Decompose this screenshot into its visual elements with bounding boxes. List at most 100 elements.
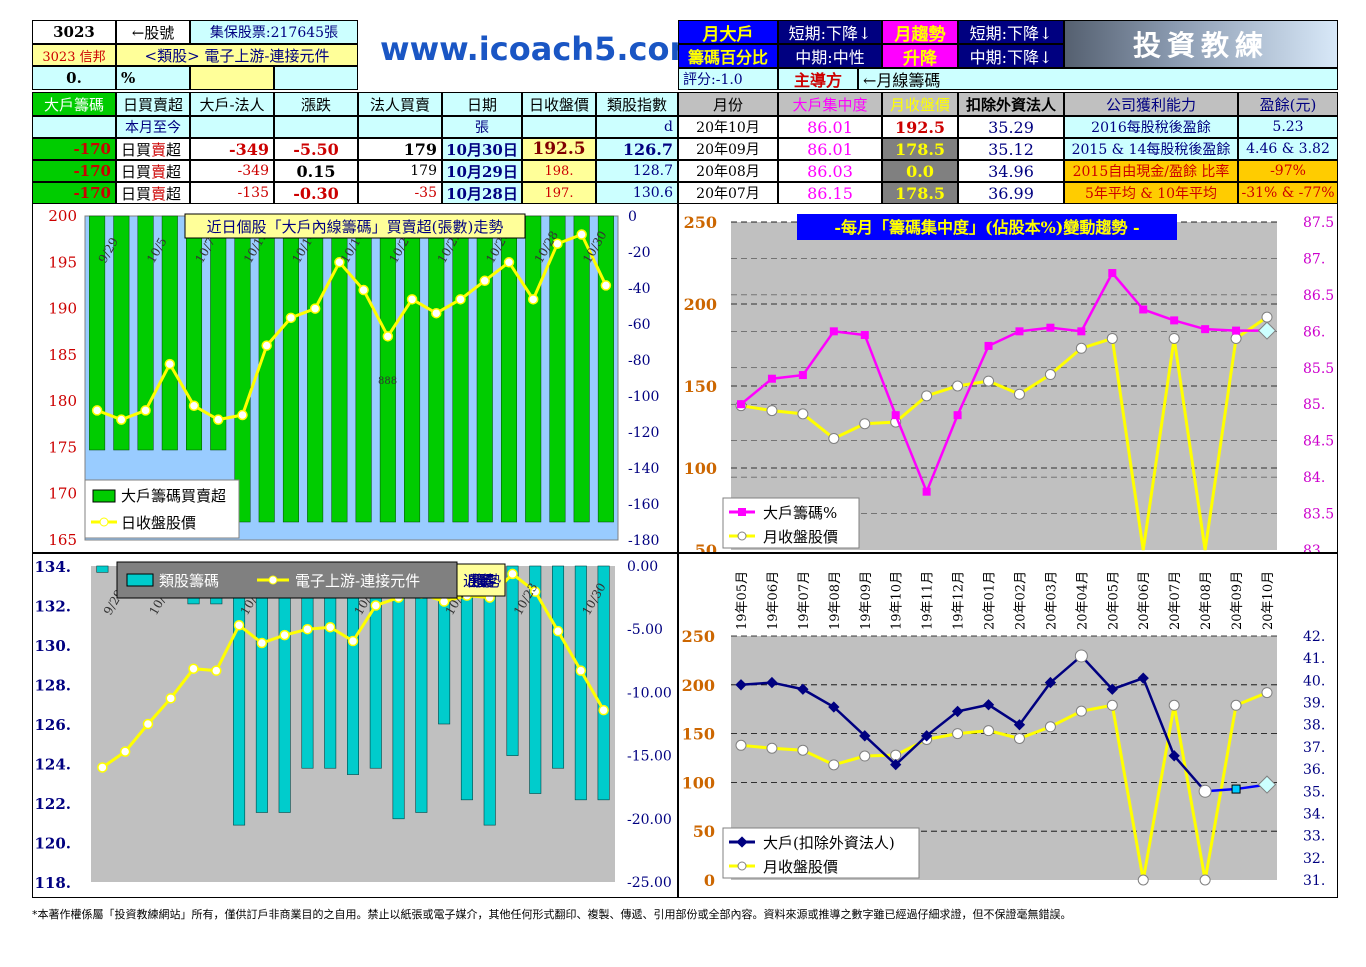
change-value: 0.15: [274, 160, 358, 182]
bar-big-holder: [307, 215, 324, 523]
subheader-cell: [32, 116, 116, 138]
bar-sector-chip: [415, 565, 428, 813]
month-close-value: 0.0: [882, 160, 958, 182]
inner-label: 888: [378, 376, 397, 387]
right-tick: 0.00: [627, 559, 658, 575]
bar-big-holder: [452, 215, 469, 523]
chart-title: 近日個股「大戶內線籌碼」買賣超(張數)走勢: [207, 218, 504, 236]
stock-code-label: ←股號: [116, 20, 190, 44]
short-term-2: 短期:下降↓: [958, 20, 1064, 44]
mid-term-1: 中期:中性: [778, 44, 882, 68]
left-tick: 250: [684, 213, 717, 232]
point-close-price: [455, 294, 466, 305]
line-close-price: [96, 232, 608, 422]
point-big-holder-pct: [1170, 316, 1179, 325]
cell-b: %: [116, 66, 190, 90]
close-value: 197.: [522, 182, 596, 204]
sector-chip-chart: 134. 132. 130. 128. 126. 124. 122. 120. 118. 0.00…: [34, 558, 671, 892]
legend-label: 月收盤股價: [763, 528, 838, 546]
category-label: 20年06月: [1137, 571, 1152, 630]
bar-big-holder: [258, 215, 275, 523]
point-sector-index: [142, 718, 154, 730]
label-part: 日買: [121, 184, 152, 203]
right-tick: -120: [628, 425, 659, 441]
right-column-header: 大戶集中度: [778, 92, 882, 116]
right-tick: 85.: [1303, 397, 1325, 413]
left-tick: 0: [704, 871, 715, 890]
category-label: 19年06月: [766, 571, 781, 630]
point-close-price: [309, 303, 321, 314]
point-month-close: [952, 728, 964, 740]
change-value: -0.30: [274, 182, 358, 204]
subheader-cell: [190, 116, 274, 138]
month-value: 20年08月: [678, 160, 778, 182]
right-column-header: 月收盤價: [882, 92, 958, 116]
inst-value: 179: [358, 138, 442, 160]
chart-title-box: [184, 213, 526, 239]
point-month-close: [1230, 699, 1242, 711]
eps-value: -97%: [1238, 160, 1338, 182]
big-holder-ex-foreign-chart: 19年05月 19年06月 19年07月 19年08月 19年09月 19年10月 19年1…: [682, 571, 1326, 890]
legend-label: 日收盤股價: [121, 514, 196, 532]
daily-chip-chart: 200 195 190 185 180 175 170 165 0 -20 -40 -60 -80 -10…: [48, 207, 659, 549]
profit-label: 2015 & 14每股稅後盈餘: [1064, 138, 1238, 160]
category-label: 20年03月: [1044, 571, 1059, 630]
point-big-holder-pct: [767, 374, 776, 383]
point-close-price: [188, 400, 200, 412]
point-big-holder-pct: [922, 487, 931, 496]
left-tick: 190: [48, 300, 77, 318]
point-big-holder-pct: [1201, 325, 1210, 334]
point-close-price: [213, 414, 224, 425]
bar-sector-chip: [278, 565, 291, 813]
bar-big-holder: [137, 215, 154, 451]
left-tick: 122.: [34, 795, 71, 813]
legend-label: 月收盤股價: [763, 858, 838, 876]
right-tick: 87.5: [1303, 215, 1334, 231]
right-tick: 86.: [1303, 324, 1325, 340]
big-holder-value: -170: [32, 138, 116, 160]
point-big-holder-pct: [891, 411, 900, 420]
point-big-holder-pct: [1108, 269, 1117, 278]
right-tick: 0: [628, 209, 637, 225]
label-cell: 日買賣超: [116, 138, 190, 160]
point-close-price: [261, 340, 272, 351]
point-month-close: [1261, 687, 1273, 699]
left-tick: 200: [682, 676, 715, 695]
point-month-close: [1044, 721, 1056, 733]
label-cell: 日買賣超: [116, 182, 190, 204]
website-logo[interactable]: www.icoach5.com: [380, 30, 703, 68]
bar-big-holder: [89, 215, 106, 451]
point-big-holder-pct: [1257, 321, 1277, 340]
point-close-price: [503, 257, 515, 268]
monthly-concentration-chart: 250 200 150 100 50 87.5 87. 86.5 86. 85.5 85. 84.5 8…: [684, 213, 1335, 560]
point-big-holder-ex: [1231, 784, 1241, 794]
column-header: 日期: [442, 92, 522, 116]
point-sector-index: [370, 600, 382, 611]
right-tick: 33.: [1303, 829, 1325, 845]
index-value: 126.7: [596, 138, 678, 160]
point-big-holder-ex: [859, 730, 871, 742]
left-tick: 50: [695, 541, 717, 552]
point-sector-index: [188, 663, 199, 674]
point-sector-index: [119, 746, 131, 757]
rising: 升降: [882, 44, 958, 68]
right-tick: 83.: [1303, 543, 1325, 552]
category-label: 20年05月: [1106, 571, 1121, 630]
point-sector-index: [233, 620, 245, 631]
point-close-price: [285, 312, 297, 324]
main-direction: 主導方: [778, 68, 858, 90]
legend-swatch-bar: [92, 489, 116, 503]
legend-label: 大戶籌碼%: [763, 504, 837, 522]
point-big-holder-ex: [920, 730, 933, 742]
monthly-trend: 月趨勢: [882, 20, 958, 44]
subheader-cell: [358, 116, 442, 138]
point-big-holder-ex: [982, 699, 995, 711]
big-holder-value: -170: [32, 160, 116, 182]
right-tick: 84.: [1303, 470, 1325, 486]
label-part: 超: [166, 140, 182, 159]
category-label: 19年11月: [921, 571, 936, 630]
chart-title: 近日類股籌碼走勢: [463, 572, 501, 590]
left-tick: 132.: [34, 598, 71, 616]
change-value: -5.50: [274, 138, 358, 160]
point-big-holder-ex: [1074, 649, 1088, 663]
